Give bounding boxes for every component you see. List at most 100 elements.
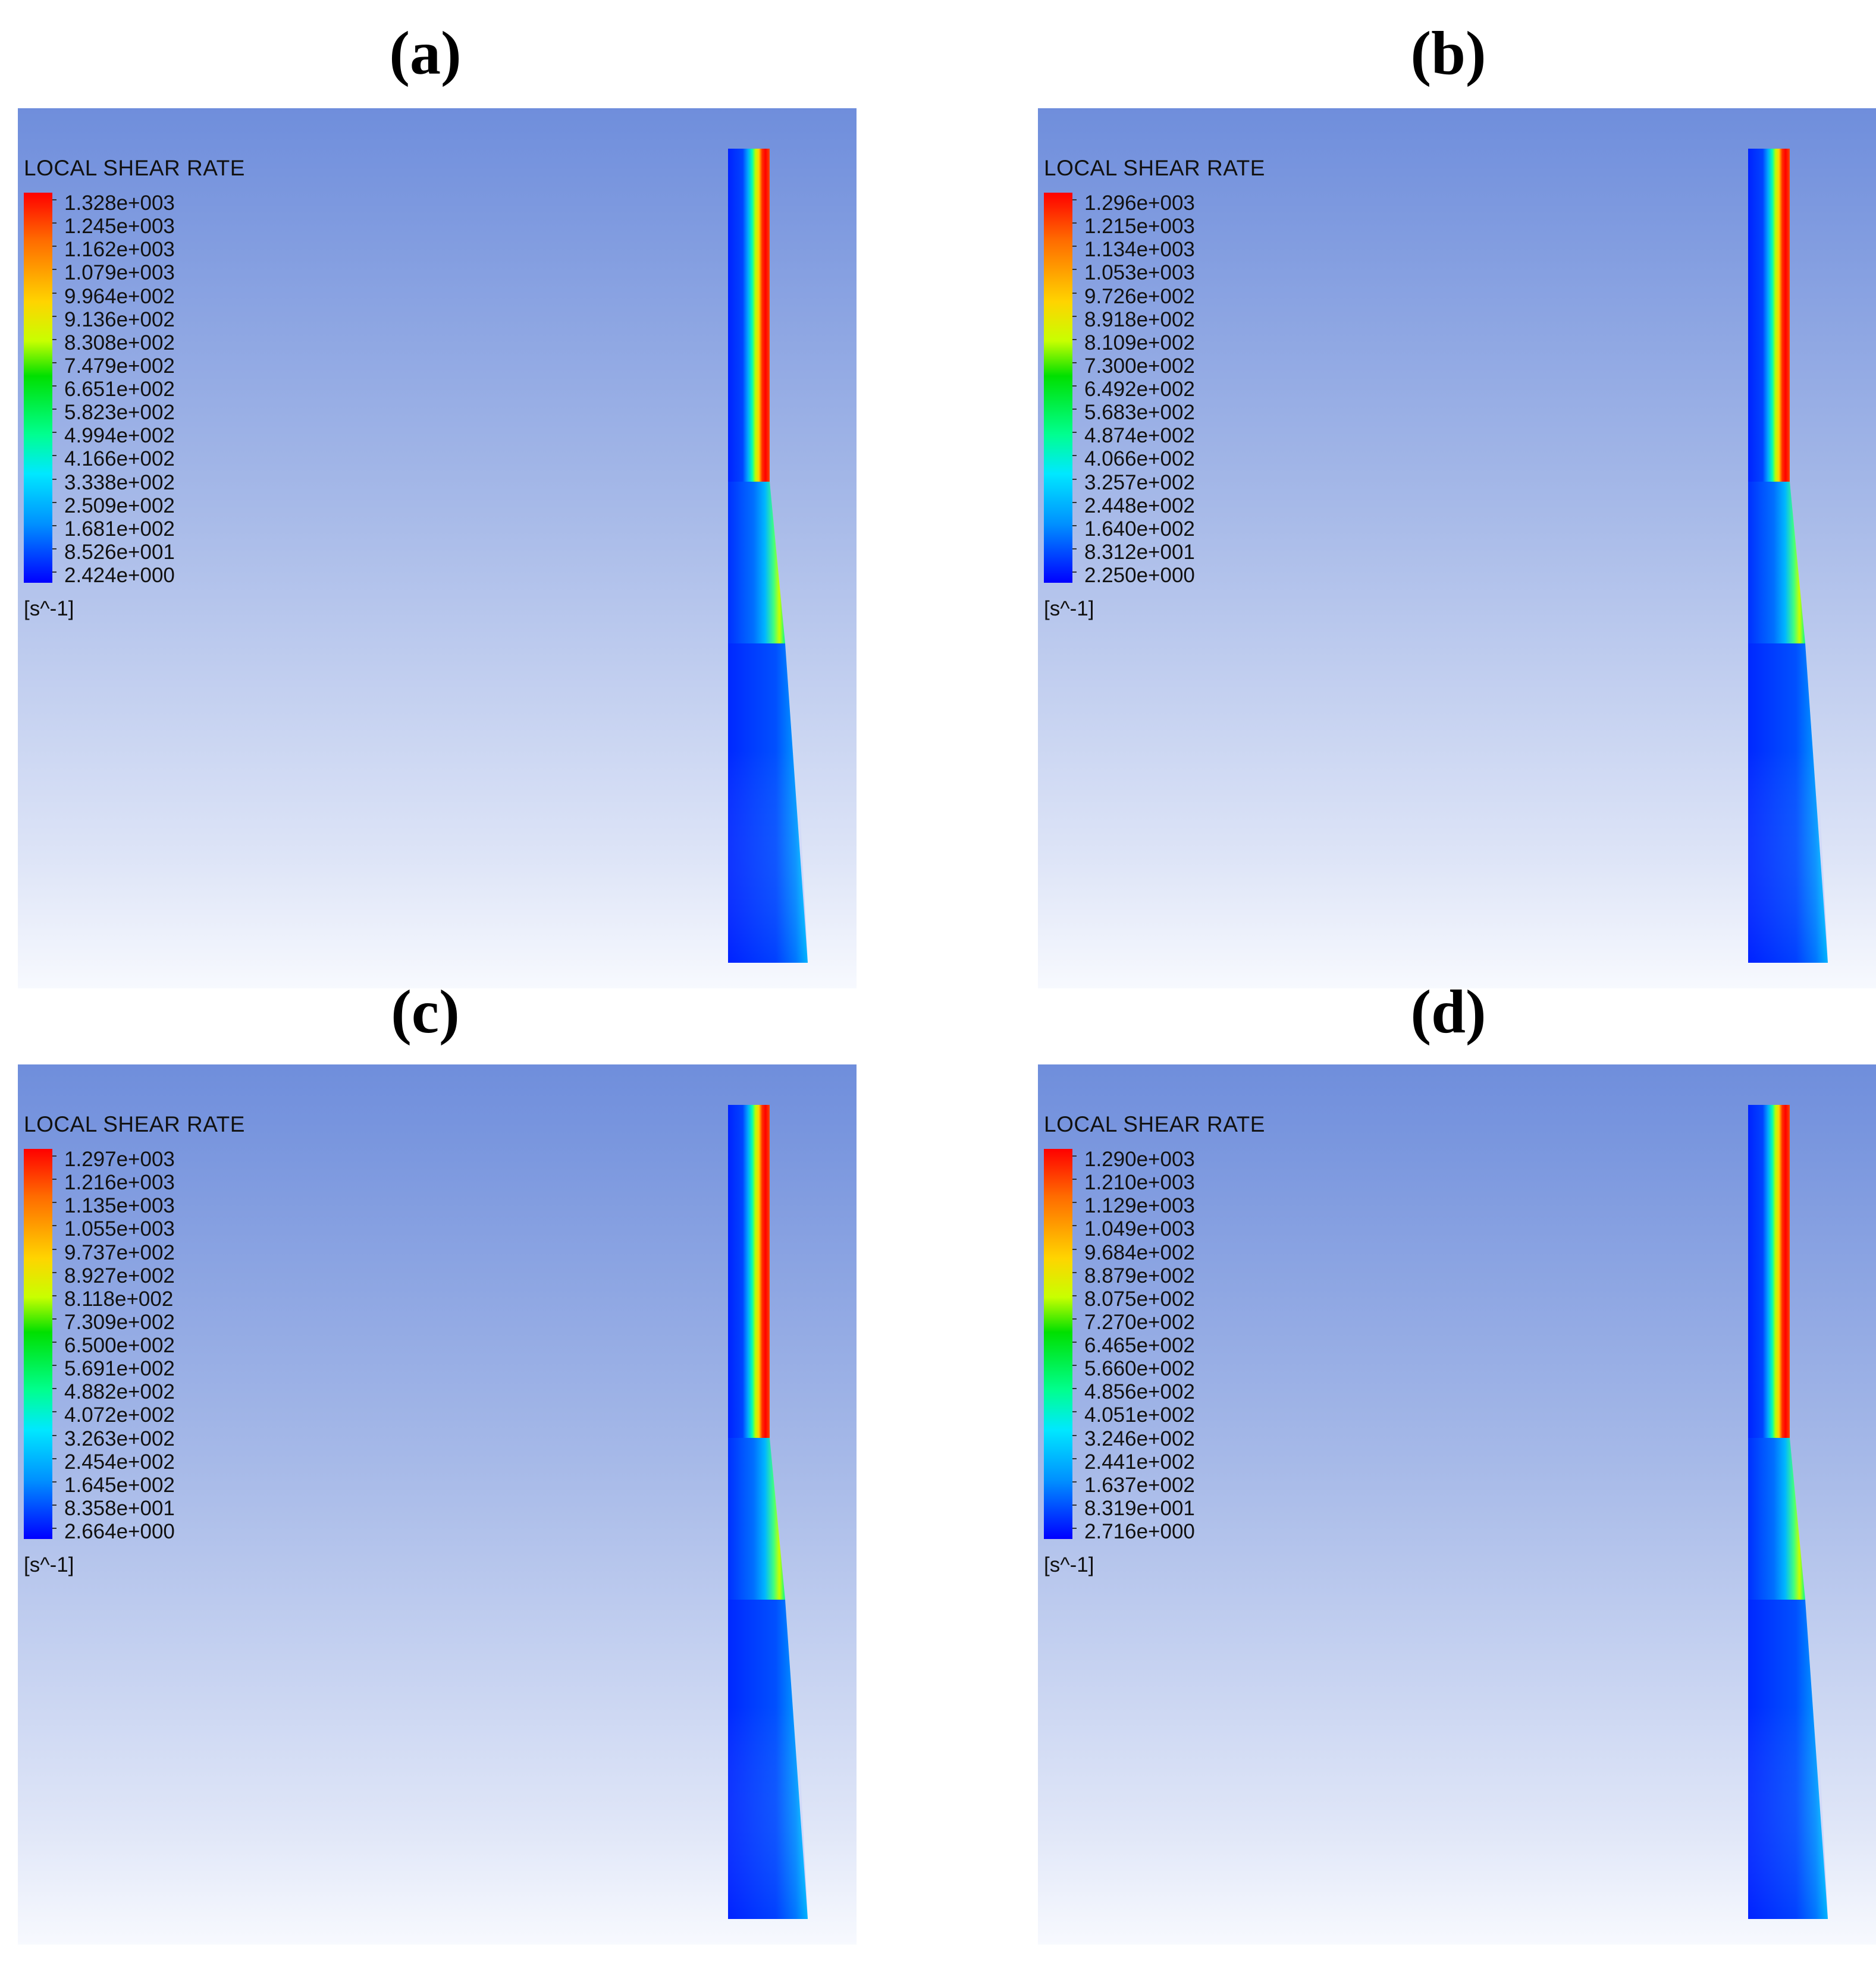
colorbar-tick xyxy=(52,1434,57,1436)
colorbar-tick-label: 1.135e+003 xyxy=(64,1194,175,1218)
colorbar-tick-label: 8.312e+001 xyxy=(1084,540,1195,564)
colorbar-tick xyxy=(52,315,57,317)
unit-label: [s^-1] xyxy=(24,597,74,620)
colorbar-tick-label: 4.856e+002 xyxy=(1084,1380,1195,1404)
channel-geometry xyxy=(1748,1105,1828,1919)
colorbar-tick-label: 1.053e+003 xyxy=(1084,261,1195,285)
colorbar-tick xyxy=(1072,1434,1077,1436)
colorbar-tick-label: 1.328e+003 xyxy=(64,191,175,215)
colorbar-tick-label: 8.879e+002 xyxy=(1084,1264,1195,1287)
colorbar-tick-label: 9.684e+002 xyxy=(1084,1240,1195,1264)
colorbar-tick xyxy=(1072,1155,1077,1157)
colorbar xyxy=(1044,193,1072,583)
colorbar-tick-label: 1.162e+003 xyxy=(64,238,175,262)
colorbar-tick-label: 2.424e+000 xyxy=(64,564,175,587)
colorbar-tick-label: 7.270e+002 xyxy=(1084,1310,1195,1334)
colorbar-tick-label: 8.927e+002 xyxy=(64,1264,175,1287)
colorbar-tick-label: 1.245e+003 xyxy=(64,215,175,238)
colorbar-tick-label: 9.726e+002 xyxy=(1084,284,1195,308)
colorbar-tick xyxy=(52,455,57,457)
colorbar-tick-label: 1.681e+002 xyxy=(64,517,175,541)
colorbar-tick-label: 1.640e+002 xyxy=(1084,517,1195,541)
colorbar-tick-label: 2.664e+000 xyxy=(64,1520,175,1543)
colorbar-tick-label: 8.075e+002 xyxy=(1084,1287,1195,1311)
colorbar-tick xyxy=(52,269,57,271)
colorbar-tick xyxy=(52,246,57,247)
lower-shading xyxy=(1748,750,1828,963)
colorbar-tick xyxy=(52,222,57,224)
colorbar-tick-label: 8.526e+001 xyxy=(64,540,175,564)
colorbar-tick-label: 5.683e+002 xyxy=(1084,401,1195,425)
colorbar-tick xyxy=(1072,246,1077,247)
colorbar-tick xyxy=(52,1225,57,1227)
transition-section xyxy=(728,482,785,643)
colorbar-tick-label: 6.500e+002 xyxy=(64,1334,175,1357)
colorbar-tick-label: 9.737e+002 xyxy=(64,1240,175,1264)
colorbar xyxy=(1044,1149,1072,1539)
colorbar-tick xyxy=(52,1388,57,1390)
colorbar-tick xyxy=(52,1271,57,1273)
unit-label: [s^-1] xyxy=(1044,1553,1094,1576)
colorbar-tick-label: 8.918e+002 xyxy=(1084,307,1195,331)
colorbar-tick xyxy=(1072,1179,1077,1180)
colorbar-tick-label: 3.246e+002 xyxy=(1084,1427,1195,1450)
colorbar-tick xyxy=(1072,385,1077,387)
colorbar-tick xyxy=(52,432,57,434)
colorbar-tick xyxy=(1072,1225,1077,1227)
colorbar-tick-label: 7.300e+002 xyxy=(1084,354,1195,378)
colorbar-tick xyxy=(52,478,57,480)
colorbar-tick xyxy=(1072,1271,1077,1273)
colorbar-tick xyxy=(1072,524,1077,526)
colorbar-tick xyxy=(52,1179,57,1180)
colorbar-tick-label: 2.448e+002 xyxy=(1084,494,1195,517)
colorbar-tick xyxy=(1072,362,1077,363)
colorbar-tick xyxy=(52,1295,57,1296)
colorbar-tick-label: 1.079e+003 xyxy=(64,261,175,285)
colorbar-tick-label: 3.338e+002 xyxy=(64,470,175,494)
contour-panel: LOCAL SHEAR RATE 1.328e+003 1.245e+003 1.16… xyxy=(18,108,857,988)
colorbar-tick-label: 1.297e+003 xyxy=(64,1148,175,1171)
channel-geometry xyxy=(728,1105,808,1919)
colorbar-tick-label: 7.309e+002 xyxy=(64,1310,175,1334)
colorbar-tick-label: 3.263e+002 xyxy=(64,1427,175,1450)
channel-geometry xyxy=(728,149,808,963)
colorbar-tick xyxy=(52,1342,57,1343)
colorbar-tick-label: 4.051e+002 xyxy=(1084,1403,1195,1427)
colorbar-tick-label: 4.072e+002 xyxy=(64,1403,175,1427)
colorbar-tick xyxy=(1072,1504,1077,1506)
unit-label: [s^-1] xyxy=(1044,597,1094,620)
colorbar xyxy=(24,193,52,583)
colorbar-tick xyxy=(1072,1365,1077,1367)
colorbar-tick xyxy=(1072,1342,1077,1343)
colorbar-tick xyxy=(1072,1248,1077,1250)
colorbar-tick xyxy=(52,1411,57,1413)
colorbar-tick-label: 2.716e+000 xyxy=(1084,1520,1195,1543)
legend-title: LOCAL SHEAR RATE xyxy=(24,156,245,180)
colorbar-tick xyxy=(1072,1528,1077,1529)
colorbar-tick xyxy=(1072,292,1077,294)
colorbar-tick xyxy=(52,571,57,573)
colorbar-tick xyxy=(52,1365,57,1367)
lower-shading xyxy=(728,750,808,963)
colorbar-tick xyxy=(1072,478,1077,480)
colorbar-tick xyxy=(1072,1295,1077,1296)
colorbar-tick xyxy=(52,501,57,503)
colorbar-tick-label: 1.290e+003 xyxy=(1084,1148,1195,1171)
legend-title: LOCAL SHEAR RATE xyxy=(24,1112,245,1136)
colorbar-tick-label: 6.651e+002 xyxy=(64,378,175,401)
colorbar-tick-label: 6.492e+002 xyxy=(1084,378,1195,401)
colorbar-tick xyxy=(52,1528,57,1529)
panel-label: (a) xyxy=(389,19,462,87)
colorbar-tick xyxy=(52,362,57,363)
unit-label: [s^-1] xyxy=(24,1553,74,1576)
colorbar-tick-label: 1.055e+003 xyxy=(64,1217,175,1241)
colorbar-tick-label: 6.465e+002 xyxy=(1084,1334,1195,1357)
colorbar-tick xyxy=(1072,501,1077,503)
colorbar-tick xyxy=(1072,1458,1077,1459)
colorbar-tick-label: 9.964e+002 xyxy=(64,284,175,308)
contour-panel: LOCAL SHEAR RATE 1.290e+003 1.210e+003 1.12… xyxy=(1038,1064,1876,1945)
colorbar-tick-label: 1.210e+003 xyxy=(1084,1171,1195,1195)
colorbar-tick-label: 5.823e+002 xyxy=(64,401,175,425)
colorbar-tick xyxy=(1072,571,1077,573)
colorbar-tick xyxy=(1072,1411,1077,1413)
